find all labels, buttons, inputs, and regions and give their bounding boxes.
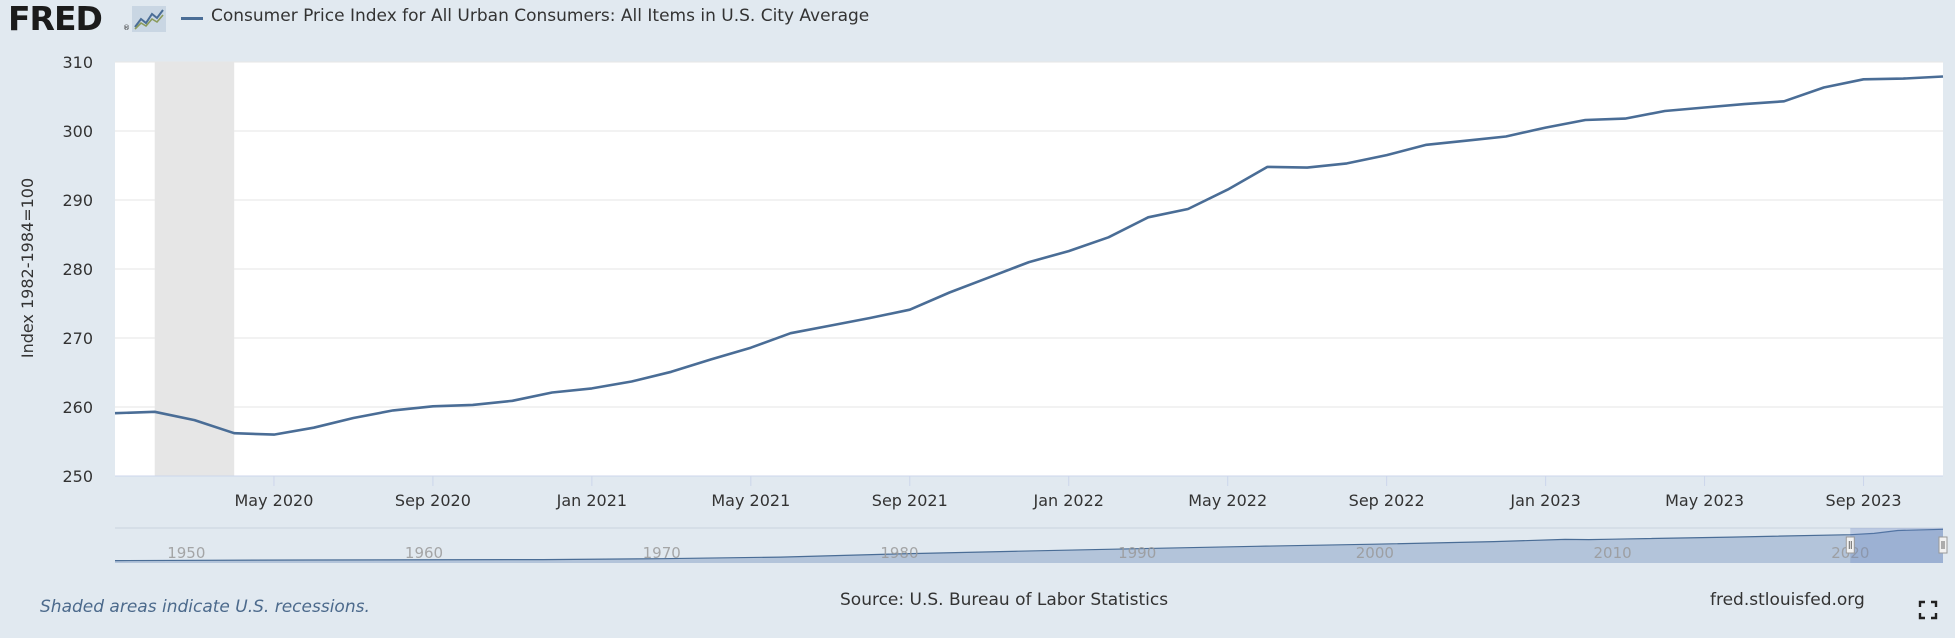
navigator-label: 1980 <box>880 544 918 562</box>
x-tick-label: Sep 2023 <box>1826 491 1902 510</box>
legend-line-swatch <box>181 17 203 20</box>
data-point[interactable] <box>1462 137 1470 145</box>
data-point[interactable] <box>1303 164 1311 172</box>
data-point[interactable] <box>1860 75 1868 83</box>
navigator-series-area <box>115 529 1943 563</box>
navigator-handle-left[interactable] <box>1845 536 1855 554</box>
data-point[interactable] <box>111 409 119 417</box>
data-point[interactable] <box>1542 124 1550 132</box>
data-point[interactable] <box>1899 75 1907 83</box>
data-point[interactable] <box>548 389 556 397</box>
data-point[interactable] <box>1780 97 1788 105</box>
x-tick-label: Jan 2021 <box>556 491 627 510</box>
navigator-selected-range <box>1850 528 1943 563</box>
y-tick-label: 310 <box>62 53 93 72</box>
data-point[interactable] <box>508 397 516 405</box>
data-point[interactable] <box>787 329 795 337</box>
data-point[interactable] <box>1581 116 1589 124</box>
y-tick-label: 280 <box>62 260 93 279</box>
y-tick-label: 300 <box>62 122 93 141</box>
data-point[interactable] <box>1502 133 1510 141</box>
series-line-group[interactable] <box>111 72 1947 438</box>
data-point[interactable] <box>588 384 596 392</box>
data-point[interactable] <box>1144 213 1152 221</box>
fred-url-link[interactable]: fred.stlouisfed.org <box>1710 590 1865 610</box>
navigator-label: 2010 <box>1593 544 1631 562</box>
registered-mark: ® <box>123 24 130 32</box>
series-title[interactable]: Consumer Price Index for All Urban Consu… <box>211 6 870 26</box>
data-point[interactable] <box>389 406 397 414</box>
data-point[interactable] <box>906 306 914 314</box>
x-tick-label: May 2020 <box>235 491 314 510</box>
x-tick-label: Jan 2023 <box>1509 491 1580 510</box>
data-point[interactable] <box>429 402 437 410</box>
navigator-label: 2000 <box>1356 544 1394 562</box>
data-point[interactable] <box>1263 163 1271 171</box>
data-point[interactable] <box>1939 72 1947 80</box>
y-tick-label: 250 <box>62 467 93 486</box>
data-point[interactable] <box>1701 104 1709 112</box>
data-point[interactable] <box>1224 186 1232 194</box>
data-point[interactable] <box>667 368 675 376</box>
navigator-label: 1960 <box>405 544 443 562</box>
data-point[interactable] <box>747 344 755 352</box>
y-tick-label: 260 <box>62 398 93 417</box>
x-tick-label: May 2021 <box>711 491 790 510</box>
data-point[interactable] <box>985 273 993 281</box>
x-tick-label: Sep 2020 <box>395 491 471 510</box>
x-tick-label: Sep 2021 <box>872 491 948 510</box>
x-tick-label: May 2023 <box>1665 491 1744 510</box>
chart-area: 250 260 270 280 290 300 310 May 2020 Sep 2020 Ja… <box>18 53 1948 563</box>
data-point[interactable] <box>1621 115 1629 123</box>
source-text: Source: U.S. Bureau of Labor Statistics <box>840 590 1169 610</box>
data-point[interactable] <box>1820 84 1828 92</box>
data-point[interactable] <box>628 377 636 385</box>
series-line[interactable] <box>114 75 1944 436</box>
data-point[interactable] <box>1025 258 1033 266</box>
y-axis-label: Index 1982-1984=100 <box>18 178 37 358</box>
range-navigator[interactable]: 19501960197019801990200020102020 <box>114 527 1948 563</box>
data-point[interactable] <box>826 322 834 330</box>
chart-line-icon[interactable] <box>132 6 166 32</box>
chart-header: FRED ® Consumer Price Index for All Urba… <box>0 0 1955 40</box>
x-axis-ticks: May 2020 Sep 2020 Jan 2021 May 2021 Sep 2021… <box>235 476 1902 510</box>
navigator-series-line <box>114 528 1944 562</box>
data-point[interactable] <box>469 401 477 409</box>
x-tick-label: Sep 2022 <box>1349 491 1425 510</box>
x-tick-label: May 2022 <box>1188 491 1267 510</box>
data-point[interactable] <box>230 429 238 437</box>
navigator-label: 1950 <box>167 544 205 562</box>
data-point[interactable] <box>1383 151 1391 159</box>
data-point[interactable] <box>946 288 954 296</box>
y-axis-ticks: 250 260 270 280 290 300 310 <box>62 53 93 486</box>
y-tick-label: 270 <box>62 329 93 348</box>
data-point[interactable] <box>270 431 278 439</box>
data-point[interactable] <box>1104 233 1112 241</box>
fullscreen-icon[interactable] <box>1918 600 1938 620</box>
navigator-label: 1990 <box>1118 544 1156 562</box>
data-point[interactable] <box>1422 141 1430 149</box>
y-tick-label: 290 <box>62 191 93 210</box>
x-tick-label: Jan 2022 <box>1033 491 1104 510</box>
data-point[interactable] <box>349 414 357 422</box>
fred-logo[interactable]: FRED <box>8 0 103 38</box>
data-point[interactable] <box>151 408 159 416</box>
data-point[interactable] <box>1184 205 1192 213</box>
navigator-handle-right[interactable] <box>1938 536 1948 554</box>
data-point[interactable] <box>1343 159 1351 167</box>
data-point[interactable] <box>1740 100 1748 108</box>
data-point[interactable] <box>1661 107 1669 115</box>
data-point[interactable] <box>866 314 874 322</box>
data-point[interactable] <box>707 355 715 363</box>
data-point[interactable] <box>310 424 318 432</box>
navigator-label: 1970 <box>643 544 681 562</box>
data-point[interactable] <box>190 416 198 424</box>
recession-note: Shaded areas indicate U.S. recessions. <box>40 597 370 617</box>
data-point[interactable] <box>1065 247 1073 255</box>
